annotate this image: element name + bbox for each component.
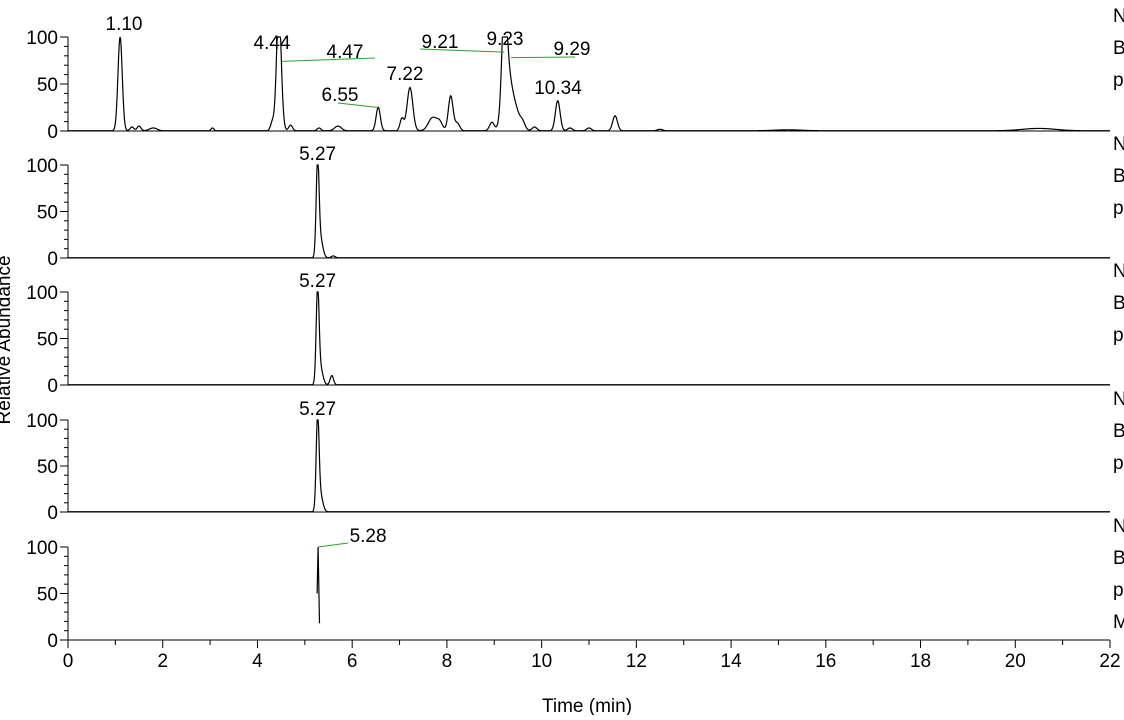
- side-label: p: [1113, 325, 1124, 346]
- y-tick-label: 50: [37, 75, 58, 96]
- x-tick-label: 8: [442, 651, 453, 672]
- trace-0: [68, 36, 1110, 132]
- x-tick-label: 22: [1099, 651, 1120, 672]
- peak-label: 9.23: [487, 29, 524, 50]
- x-tick-label: 16: [815, 651, 836, 672]
- side-label: B: [1113, 293, 1124, 314]
- side-label: p: [1113, 580, 1124, 601]
- side-label: M: [1113, 612, 1124, 633]
- side-label: N: [1113, 389, 1124, 410]
- side-label: N: [1113, 516, 1124, 537]
- x-tick-label: 2: [157, 651, 168, 672]
- y-tick-label: 50: [37, 330, 58, 351]
- trace-2: [68, 291, 1110, 386]
- leader-line: [511, 56, 576, 59]
- leader-line: [419, 48, 505, 53]
- peak-label: 5.27: [299, 271, 336, 292]
- side-label: p: [1113, 453, 1124, 474]
- peak-label: 4.47: [327, 42, 364, 63]
- x-tick-label: 14: [721, 651, 743, 672]
- leader-line: [318, 542, 349, 548]
- side-label: B: [1113, 166, 1124, 187]
- peak-label: 6.55: [322, 85, 359, 106]
- y-tick-label: 0: [47, 631, 58, 652]
- peak-label: 5.28: [350, 526, 387, 547]
- side-label: N: [1113, 261, 1124, 282]
- y-tick-label: 100: [26, 538, 58, 559]
- y-tick-label: 0: [47, 249, 58, 270]
- x-tick-label: 12: [626, 651, 647, 672]
- side-label: N: [1113, 6, 1124, 27]
- x-tick-label: 20: [1005, 651, 1026, 672]
- leader-line: [281, 57, 376, 62]
- peak-label: 5.27: [299, 399, 336, 420]
- peak-label: 7.22: [387, 64, 424, 85]
- trace-4: [316, 546, 321, 624]
- y-tick-label: 0: [47, 503, 58, 524]
- y-tick-label: 100: [26, 156, 58, 177]
- x-tick-label: 18: [910, 651, 931, 672]
- y-tick-label: 50: [37, 457, 58, 478]
- y-tick-label: 100: [26, 411, 58, 432]
- x-tick-label: 6: [347, 651, 358, 672]
- x-tick-label: 0: [63, 651, 74, 672]
- side-label: B: [1113, 38, 1124, 59]
- side-label: B: [1113, 548, 1124, 569]
- y-axis-title: Relative Abundance: [0, 255, 15, 424]
- side-label: p: [1113, 198, 1124, 219]
- leader-line: [337, 102, 379, 108]
- peak-label: 1.10: [106, 14, 143, 35]
- x-tick-label: 4: [252, 651, 263, 672]
- y-tick-label: 50: [37, 203, 58, 224]
- x-tick-label: 10: [531, 651, 552, 672]
- peak-label: 4.44: [254, 33, 291, 54]
- x-axis-title: Time (min): [542, 696, 632, 715]
- peak-label: 9.21: [422, 32, 459, 53]
- trace-1: [68, 164, 1110, 259]
- side-label: N: [1113, 134, 1124, 155]
- y-tick-label: 50: [37, 585, 58, 606]
- y-tick-label: 0: [47, 376, 58, 397]
- y-tick-label: 100: [26, 283, 58, 304]
- side-label: p: [1113, 70, 1124, 91]
- peak-label: 9.29: [554, 39, 591, 60]
- y-tick-label: 100: [26, 28, 58, 49]
- side-label: B: [1113, 421, 1124, 442]
- trace-3: [68, 419, 1110, 513]
- y-tick-label: 0: [47, 122, 58, 143]
- peak-label: 10.34: [534, 78, 582, 99]
- peak-label: 5.27: [299, 144, 336, 165]
